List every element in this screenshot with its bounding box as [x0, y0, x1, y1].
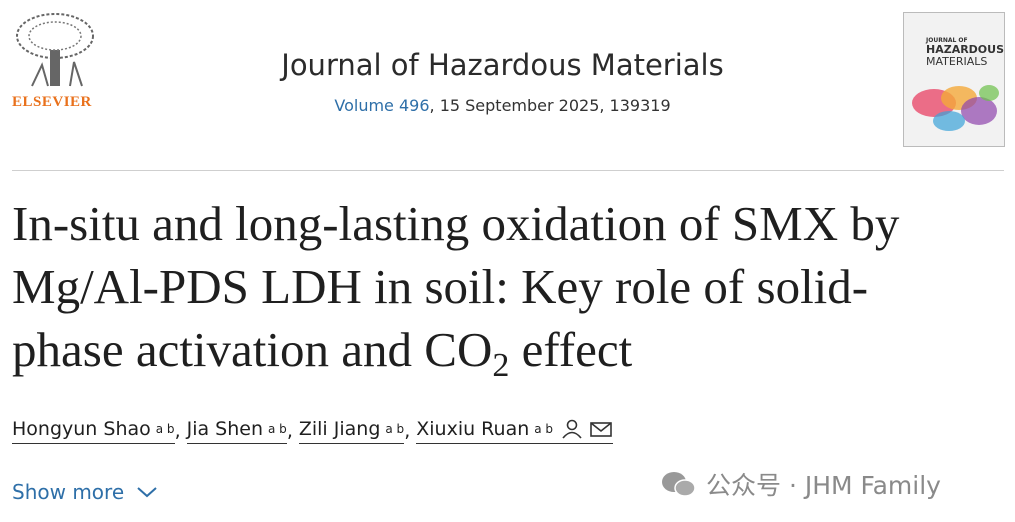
author-name[interactable]: Jia Shen — [186, 418, 264, 440]
show-more-text[interactable]: Show more — [12, 480, 125, 504]
title-line: phase activation and CO2 effect — [12, 318, 899, 384]
watermark-text: 公众号 · JHM Family — [706, 471, 941, 500]
title-line: Mg/Al-PDS LDH in soil: Key role of solid… — [12, 259, 869, 314]
cover-text: MATERIALS — [926, 55, 988, 68]
title-subscript: 2 — [492, 347, 510, 384]
journal-title[interactable]: Journal of Hazardous Materials — [281, 48, 724, 82]
author-icon[interactable] — [561, 419, 583, 439]
author[interactable]: Hongyun Shao a b — [12, 418, 175, 444]
email-icon[interactable] — [589, 420, 613, 438]
journal-cover[interactable]: JOURNAL OF HAZARDOUS MATERIALS — [903, 12, 1005, 147]
separator: , — [286, 420, 293, 442]
publisher-name: ELSEVIER — [12, 94, 92, 110]
cover-text: JOURNAL OF — [926, 37, 968, 44]
watermark: 公众号 · JHM Family — [660, 466, 941, 502]
publisher-logo — [16, 13, 94, 87]
author[interactable]: Zili Jiang a b — [298, 418, 405, 444]
title-text: phase activation and CO — [12, 322, 493, 377]
citation: Volume 496, 15 September 2025, 139319 — [0, 96, 1005, 115]
author[interactable]: Jia Shen a b — [186, 418, 287, 444]
separator: , — [174, 420, 181, 442]
author-name[interactable]: Xiuxiu Ruan — [416, 418, 530, 440]
wechat-icon — [662, 472, 696, 497]
title-text: effect — [509, 322, 633, 377]
divider — [12, 170, 1004, 171]
article-title: In-situ and long-lasting oxidation of SM… — [12, 192, 900, 384]
chevron-icon — [137, 487, 157, 498]
cover-text: HAZARDOUS — [926, 43, 1005, 56]
volume-link[interactable]: Volume 496 — [334, 96, 430, 115]
cover-art — [912, 85, 999, 131]
show-more[interactable]: Show more — [12, 480, 160, 504]
citation-text: , 15 September 2025, 139319 — [429, 96, 671, 115]
author-list: Hongyun Shao a b, Jia Shen a b, Zili Jiang a … — [12, 418, 614, 444]
author[interactable]: Xiuxiu Ruan a b — [416, 418, 614, 444]
author-name[interactable]: Hongyun Shao — [12, 418, 151, 440]
title-line: In-situ and long-lasting oxidation of SM… — [12, 196, 900, 251]
separator: , — [404, 420, 411, 442]
author-name[interactable]: Zili Jiang — [298, 418, 381, 440]
